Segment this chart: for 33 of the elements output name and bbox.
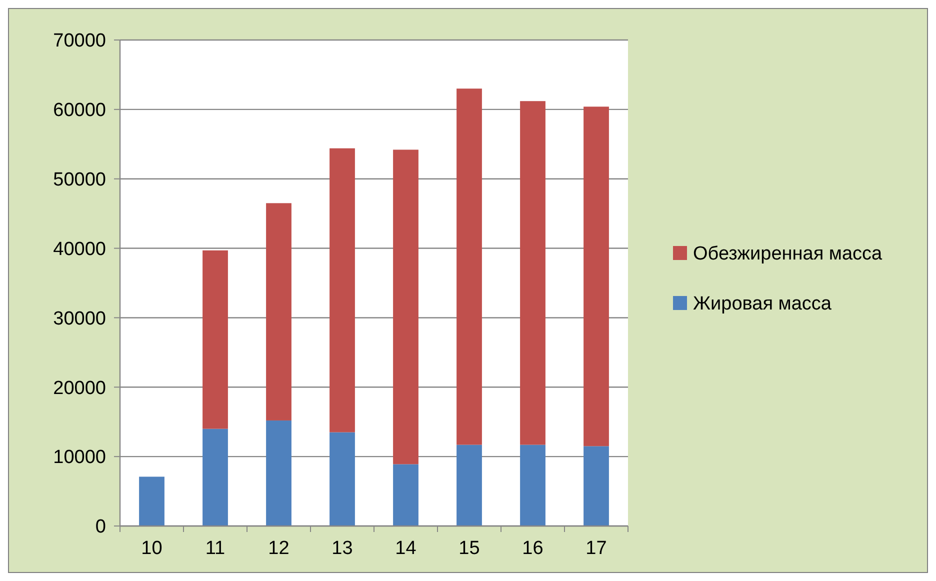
y-tick-label: 20000 [53, 378, 106, 399]
x-tick-label: 17 [586, 538, 607, 559]
x-tick-label: 16 [522, 538, 544, 559]
x-tick-label: 12 [268, 538, 290, 559]
x-tick-label: 11 [205, 538, 226, 559]
y-tick-label: 50000 [53, 170, 106, 191]
x-tick-label: 13 [332, 538, 353, 559]
bar [520, 444, 546, 526]
bar [202, 250, 228, 429]
y-tick-label: 60000 [53, 100, 106, 122]
bar [139, 476, 164, 526]
bar [266, 420, 292, 526]
bar [330, 432, 355, 526]
y-tick-label: 0 [95, 516, 106, 538]
bar [202, 428, 228, 526]
x-tick-label: 14 [395, 538, 417, 559]
legend-label: Жировая масса [693, 294, 832, 315]
y-tick-label: 30000 [53, 308, 106, 330]
bar [520, 101, 546, 445]
y-tick-label: 70000 [53, 30, 106, 52]
bar [456, 88, 482, 445]
bar [393, 150, 418, 464]
bar [584, 446, 609, 526]
x-tick-label: 10 [141, 538, 162, 559]
bar [393, 464, 418, 526]
y-tick-label: 40000 [53, 238, 106, 260]
bar [456, 444, 482, 526]
y-tick-label: 10000 [53, 447, 106, 468]
bar [330, 148, 355, 432]
bar [266, 203, 292, 420]
legend-label: Обезжиренная масса [693, 244, 883, 265]
x-tick-label: 15 [458, 538, 480, 559]
bar [584, 106, 609, 446]
